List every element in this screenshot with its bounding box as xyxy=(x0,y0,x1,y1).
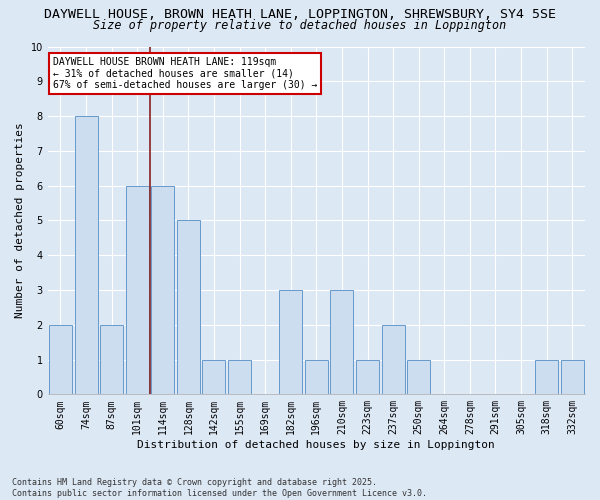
Bar xyxy=(126,186,149,394)
Bar xyxy=(356,360,379,394)
Bar xyxy=(100,325,123,394)
Text: Contains HM Land Registry data © Crown copyright and database right 2025.
Contai: Contains HM Land Registry data © Crown c… xyxy=(12,478,427,498)
Bar xyxy=(407,360,430,394)
Bar xyxy=(151,186,175,394)
Bar xyxy=(535,360,558,394)
Bar xyxy=(382,325,404,394)
Bar xyxy=(49,325,72,394)
Bar xyxy=(177,220,200,394)
Bar xyxy=(74,116,98,394)
X-axis label: Distribution of detached houses by size in Loppington: Distribution of detached houses by size … xyxy=(137,440,495,450)
Y-axis label: Number of detached properties: Number of detached properties xyxy=(15,122,25,318)
Text: Size of property relative to detached houses in Loppington: Size of property relative to detached ho… xyxy=(94,19,506,32)
Bar xyxy=(279,290,302,395)
Bar xyxy=(331,290,353,395)
Bar xyxy=(305,360,328,394)
Text: DAYWELL HOUSE BROWN HEATH LANE: 119sqm
← 31% of detached houses are smaller (14): DAYWELL HOUSE BROWN HEATH LANE: 119sqm ←… xyxy=(53,57,317,90)
Bar xyxy=(560,360,584,394)
Bar xyxy=(202,360,226,394)
Text: DAYWELL HOUSE, BROWN HEATH LANE, LOPPINGTON, SHREWSBURY, SY4 5SE: DAYWELL HOUSE, BROWN HEATH LANE, LOPPING… xyxy=(44,8,556,20)
Bar xyxy=(228,360,251,394)
